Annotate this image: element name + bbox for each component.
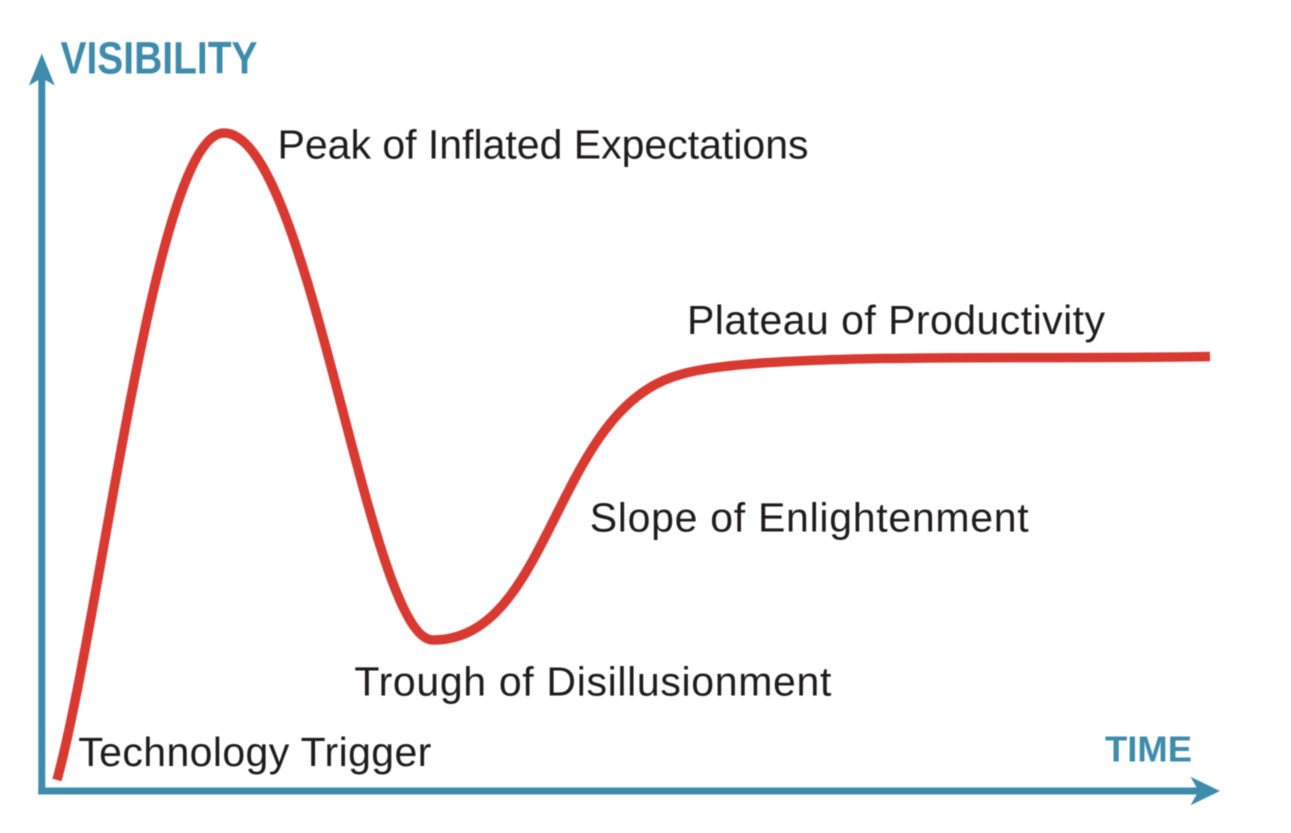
svg-text:Trough of Disillusionment: Trough of Disillusionment — [354, 659, 832, 705]
svg-text:VISIBILITY: VISIBILITY — [61, 33, 258, 84]
svg-text:Slope of Enlightenment: Slope of Enlightenment — [590, 495, 1030, 541]
svg-text:Plateau of Productivity: Plateau of Productivity — [687, 297, 1106, 343]
svg-text:Peak of Inflated Expectations: Peak of Inflated Expectations — [278, 122, 809, 168]
svg-text:TIME: TIME — [1105, 729, 1192, 770]
svg-text:Technology Trigger: Technology Trigger — [78, 729, 431, 775]
